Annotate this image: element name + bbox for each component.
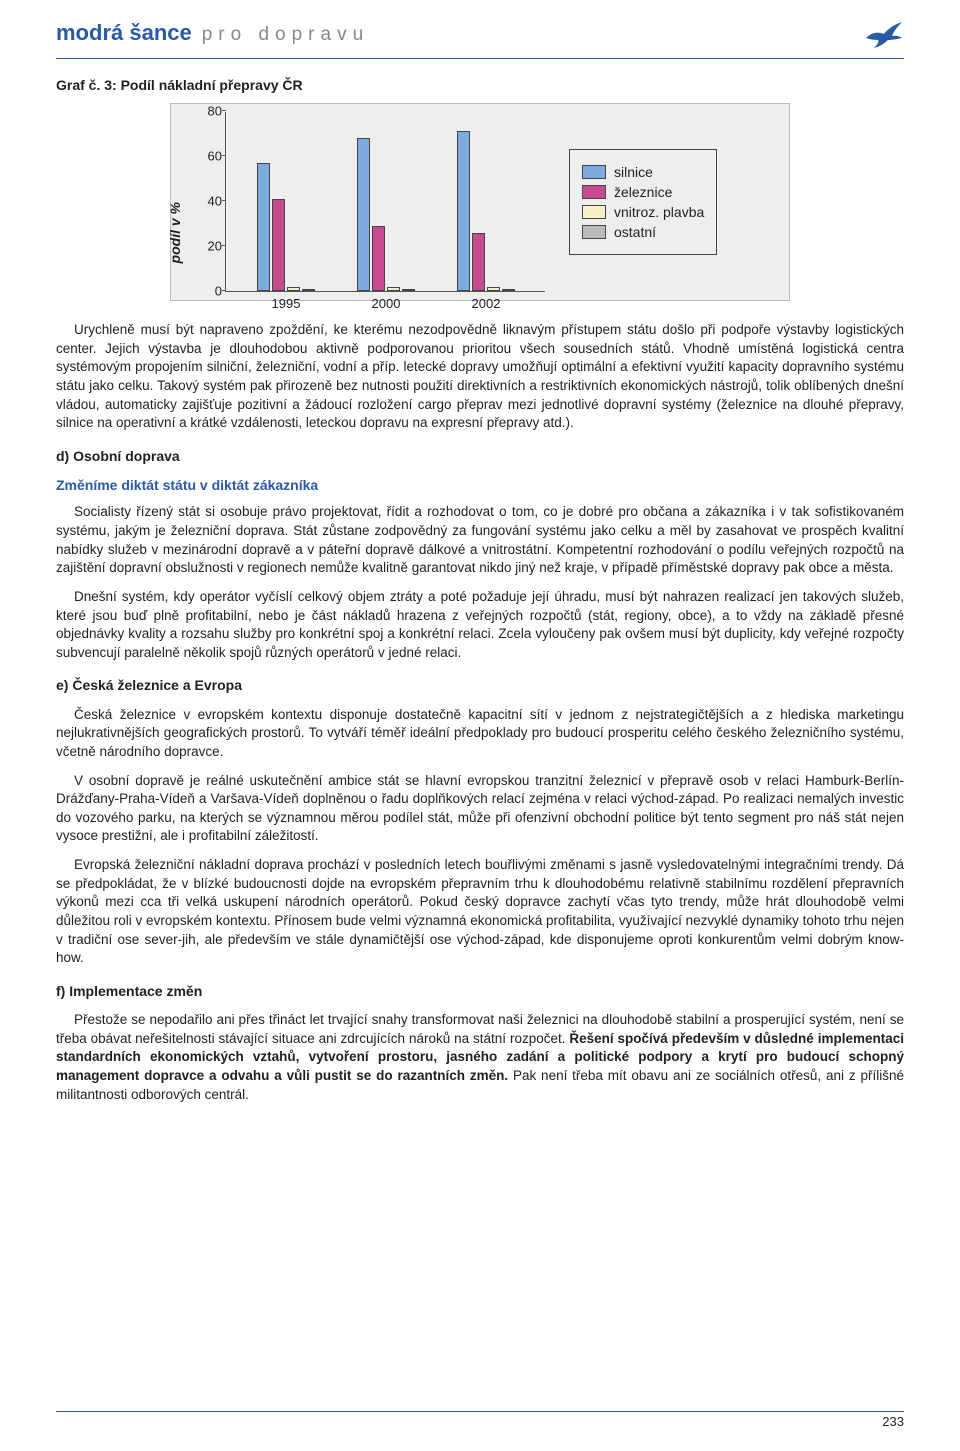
section-d-subhead: Změníme diktát státu v diktát zákazníka <box>56 476 904 495</box>
paragraph-d1: Socialisty řízený stát si osobuje právo … <box>56 503 904 578</box>
chart-legend: silnice železnice vnitroz. plavba ostatní <box>569 149 717 255</box>
bar <box>457 131 470 291</box>
legend-label: silnice <box>614 164 653 180</box>
bar <box>472 233 485 292</box>
bar-group <box>257 163 315 291</box>
y-axis-label: podíl v % <box>167 202 183 263</box>
y-tick-label: 20 <box>190 239 222 254</box>
chart-container: podíl v % 020406080199520002002 silnice ž… <box>170 103 790 301</box>
section-f-head: f) Implementace změn <box>56 982 904 1001</box>
header-rule <box>56 58 904 59</box>
section-d-head: d) Osobní doprava <box>56 447 904 466</box>
legend-item: ostatní <box>582 224 704 240</box>
page-header: modrá šance pro dopravu <box>56 20 904 52</box>
bar <box>272 199 285 291</box>
legend-label: ostatní <box>614 224 656 240</box>
brand-text: modrá šance <box>56 20 192 46</box>
bar <box>387 287 400 292</box>
paragraph-e3: Evropská železniční nákladní doprava pro… <box>56 856 904 968</box>
paragraph-intro: Urychleně musí být napraveno zpoždění, k… <box>56 321 904 433</box>
legend-swatch <box>582 205 606 219</box>
paragraph-d2: Dnešní systém, kdy operátor vyčíslí celk… <box>56 588 904 663</box>
paragraph-e2: V osobní dopravě je reálné uskutečnění a… <box>56 772 904 847</box>
chart-title: Graf č. 3: Podíl nákladní přepravy ČR <box>56 77 904 93</box>
legend-label: železnice <box>614 184 672 200</box>
x-tick-label: 1995 <box>272 296 301 311</box>
bar-group <box>457 131 515 291</box>
bar <box>357 138 370 291</box>
plot-area: 020406080199520002002 <box>225 112 545 292</box>
legend-swatch <box>582 165 606 179</box>
y-tick-label: 40 <box>190 194 222 209</box>
bar <box>487 287 500 292</box>
y-tick-label: 0 <box>190 284 222 299</box>
section-e-head: e) Česká železnice a Evropa <box>56 676 904 695</box>
legend-item: silnice <box>582 164 704 180</box>
bar <box>502 289 515 291</box>
bird-icon <box>864 20 904 52</box>
bar <box>257 163 270 291</box>
paragraph-e1: Česká železnice v evropském kontextu dis… <box>56 706 904 762</box>
paragraph-f1: Přestože se nepodařilo ani přes třináct … <box>56 1011 904 1104</box>
header-title-block: modrá šance pro dopravu <box>56 20 369 46</box>
y-tick-label: 60 <box>190 149 222 164</box>
bar <box>372 226 385 291</box>
x-tick-label: 2000 <box>372 296 401 311</box>
bar-group <box>357 138 415 291</box>
legend-label: vnitroz. plavba <box>614 204 704 220</box>
legend-swatch <box>582 185 606 199</box>
legend-swatch <box>582 225 606 239</box>
bar <box>302 289 315 291</box>
legend-item: železnice <box>582 184 704 200</box>
page-footer: 233 <box>56 1411 904 1429</box>
bar <box>402 289 415 291</box>
chart-box: podíl v % 020406080199520002002 silnice ž… <box>170 103 790 301</box>
bar <box>287 287 300 292</box>
body-text: Urychleně musí být napraveno zpoždění, k… <box>56 321 904 1104</box>
legend-item: vnitroz. plavba <box>582 204 704 220</box>
page-number: 233 <box>882 1414 904 1429</box>
y-tick-label: 80 <box>190 104 222 119</box>
plot-frame: podíl v % 020406080199520002002 <box>179 112 559 292</box>
brand-subtitle: pro dopravu <box>202 24 369 46</box>
x-tick-label: 2002 <box>472 296 501 311</box>
